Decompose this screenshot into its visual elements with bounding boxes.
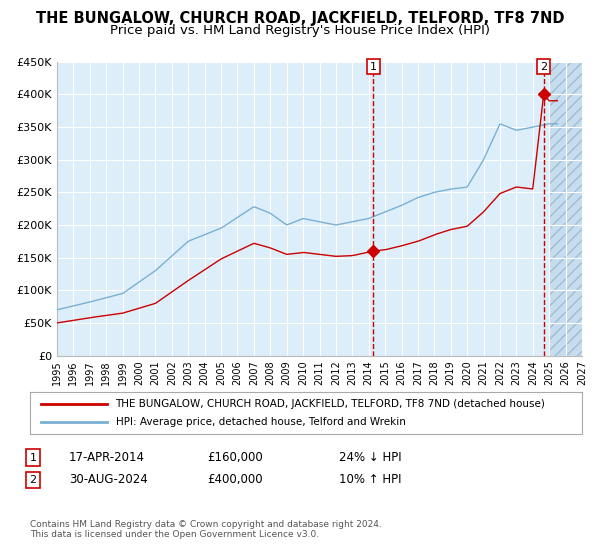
Text: Contains HM Land Registry data © Crown copyright and database right 2024.
This d: Contains HM Land Registry data © Crown c… (30, 520, 382, 539)
Text: 2: 2 (540, 62, 547, 72)
Text: 2: 2 (29, 475, 37, 485)
Text: 24% ↓ HPI: 24% ↓ HPI (339, 451, 401, 464)
Text: 17-APR-2014: 17-APR-2014 (69, 451, 145, 464)
Text: THE BUNGALOW, CHURCH ROAD, JACKFIELD, TELFORD, TF8 7ND: THE BUNGALOW, CHURCH ROAD, JACKFIELD, TE… (36, 11, 564, 26)
Text: 1: 1 (29, 452, 37, 463)
Text: 10% ↑ HPI: 10% ↑ HPI (339, 473, 401, 487)
Text: HPI: Average price, detached house, Telford and Wrekin: HPI: Average price, detached house, Telf… (116, 417, 406, 427)
Text: £160,000: £160,000 (207, 451, 263, 464)
Bar (549, 62, 582, 356)
Text: 1: 1 (370, 62, 377, 72)
Text: 30-AUG-2024: 30-AUG-2024 (69, 473, 148, 487)
Text: THE BUNGALOW, CHURCH ROAD, JACKFIELD, TELFORD, TF8 7ND (detached house): THE BUNGALOW, CHURCH ROAD, JACKFIELD, TE… (116, 399, 545, 409)
Text: £400,000: £400,000 (207, 473, 263, 487)
Text: Price paid vs. HM Land Registry's House Price Index (HPI): Price paid vs. HM Land Registry's House … (110, 24, 490, 36)
